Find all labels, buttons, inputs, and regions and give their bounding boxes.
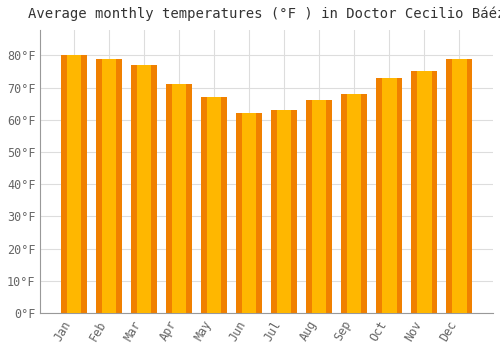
Bar [382,78,396,313]
Bar [96,58,122,313]
Bar [277,110,291,313]
Bar [347,94,362,313]
Bar [341,94,367,313]
Bar [61,55,87,313]
Bar [131,65,157,313]
Bar [207,97,222,313]
Bar [306,100,332,313]
Bar [242,113,256,313]
Bar [172,84,186,313]
Bar [312,100,326,313]
Bar [411,71,438,313]
Bar [271,110,297,313]
Bar [376,78,402,313]
Bar [102,58,117,313]
Bar [137,65,152,313]
Bar [417,71,432,313]
Bar [201,97,228,313]
Bar [67,55,81,313]
Title: Average monthly temperatures (°F ) in Doctor Cecilio Báéz: Average monthly temperatures (°F ) in Do… [28,7,500,21]
Bar [166,84,192,313]
Bar [446,58,472,313]
Bar [236,113,262,313]
Bar [452,58,466,313]
